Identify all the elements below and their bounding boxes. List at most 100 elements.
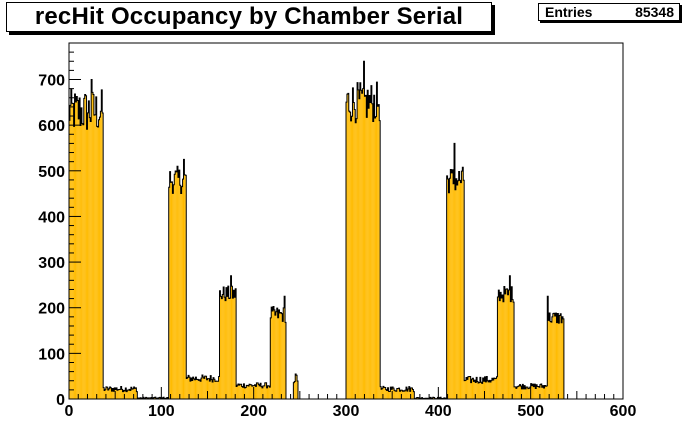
y-tick-label: 100	[38, 346, 65, 363]
histogram-bin	[228, 298, 230, 399]
histogram-bin	[131, 389, 133, 399]
histogram-bin	[199, 379, 201, 399]
histogram-bin	[366, 117, 368, 400]
y-tick-label: 200	[38, 301, 65, 318]
histogram-bin	[351, 116, 353, 399]
histogram-bin	[194, 379, 196, 399]
histogram-bin	[256, 382, 258, 399]
histogram-bin	[485, 381, 487, 399]
histogram-bin	[557, 313, 559, 399]
histogram-bin	[385, 389, 387, 399]
histogram-bin	[460, 182, 462, 399]
histogram-bin	[134, 388, 136, 399]
histogram-bin	[250, 384, 252, 399]
histogram-bin	[467, 376, 469, 399]
histogram-bin	[69, 105, 71, 399]
histogram-bin	[81, 107, 82, 400]
histogram-bin	[551, 316, 553, 399]
histogram-bin	[394, 390, 395, 399]
histogram-bin	[553, 313, 555, 399]
histogram-bin	[239, 384, 241, 399]
histogram-bin	[475, 382, 477, 399]
histogram-bin	[408, 386, 410, 399]
histogram-bin	[272, 310, 274, 399]
histogram-outline	[68, 60, 623, 400]
histogram-bin	[495, 378, 497, 399]
histogram-bin	[406, 387, 407, 399]
histogram-bin	[367, 90, 369, 400]
histogram-bin	[117, 390, 118, 399]
histogram-bin	[397, 388, 399, 399]
histogram-bin	[347, 93, 349, 399]
histogram-bin	[457, 180, 459, 399]
histogram-bin	[268, 385, 270, 399]
histogram-bin	[516, 386, 518, 399]
histogram-bin	[107, 390, 109, 399]
histogram-bin	[97, 127, 99, 399]
histogram-bin	[280, 312, 282, 399]
histogram-bin	[505, 289, 507, 399]
histogram-bin	[73, 126, 75, 399]
histogram-bin	[374, 117, 376, 399]
histogram-bin	[189, 377, 190, 399]
histogram-bin	[76, 96, 78, 400]
histogram-bin	[372, 121, 374, 399]
histogram-bin	[240, 384, 242, 399]
histogram-bin	[178, 170, 180, 399]
histogram-bin	[494, 378, 496, 399]
histogram-bin	[133, 387, 135, 399]
histogram-bin	[247, 385, 249, 399]
histogram-bin	[241, 386, 243, 399]
histogram-bin	[543, 387, 545, 399]
histogram-bin	[507, 294, 509, 399]
histogram-bin	[538, 387, 540, 399]
x-tick-label: 400	[425, 403, 452, 420]
histogram-bin	[236, 386, 238, 399]
histogram-bin	[365, 95, 367, 400]
histogram-bin	[117, 389, 119, 399]
x-tick-label: 200	[240, 403, 267, 420]
stats-entries-value: 85348	[635, 4, 674, 20]
histogram-bin	[461, 171, 463, 399]
histogram-bin	[389, 391, 391, 399]
histogram-bin	[216, 381, 218, 399]
histogram-bin	[175, 170, 177, 399]
histogram-bin	[492, 380, 494, 399]
histogram-bin	[200, 381, 202, 399]
histogram-bin	[192, 377, 194, 399]
histogram-bin	[184, 174, 186, 399]
histogram-bin	[524, 385, 526, 399]
histogram-bin	[187, 377, 189, 399]
histogram-bin	[384, 387, 386, 399]
x-tick-label: 0	[65, 403, 74, 420]
histogram-bin	[169, 171, 171, 399]
histogram-bin	[116, 387, 118, 399]
histogram-bin	[356, 118, 358, 399]
histogram-bin	[386, 390, 388, 399]
histogram-bin	[349, 112, 351, 399]
histogram-bin	[396, 388, 398, 399]
histogram-bin	[556, 322, 558, 399]
histogram-bin	[456, 184, 458, 399]
histogram-bin	[209, 381, 211, 399]
histogram-bin	[221, 298, 223, 399]
histogram-bin	[282, 321, 284, 399]
histogram-bin	[249, 384, 250, 399]
histogram-bin	[536, 384, 538, 399]
histogram-bin	[560, 313, 562, 399]
histogram-bin	[205, 376, 207, 399]
histogram-bin	[207, 378, 209, 399]
histogram-bin	[359, 82, 361, 399]
histogram-bin	[129, 389, 130, 399]
histogram-bin	[295, 373, 297, 399]
histogram-bin	[377, 106, 379, 400]
histogram-bin	[544, 385, 546, 399]
histogram-bin	[130, 387, 132, 399]
histogram-bin	[459, 180, 461, 399]
histogram-bin	[191, 380, 193, 399]
histogram-bin	[552, 313, 554, 399]
histogram-bin	[119, 389, 121, 399]
histogram-bin	[77, 100, 79, 400]
histogram-bin	[559, 315, 561, 399]
